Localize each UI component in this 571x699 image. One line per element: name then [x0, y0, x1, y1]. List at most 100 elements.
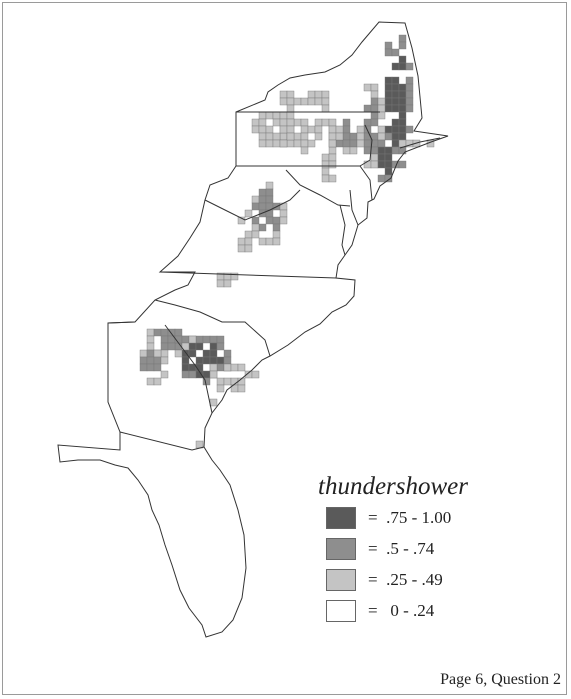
grid-cell: [342, 118, 351, 127]
grid-cell: [272, 237, 281, 246]
grid-cell: [398, 132, 407, 141]
grid-cell: [258, 111, 267, 120]
grid-cell: [202, 370, 211, 379]
grid-cell: [384, 48, 393, 57]
grid-cell: [398, 34, 407, 43]
grid-cell: [293, 132, 302, 141]
grid-cell: [293, 118, 302, 127]
grid-cell: [181, 370, 190, 379]
grid-cell: [272, 230, 281, 239]
grid-cell: [265, 181, 274, 190]
grid-cell: [258, 223, 267, 232]
legend-row-high: = .75 - 1.00: [318, 507, 518, 529]
grid-cell: [286, 118, 295, 127]
grid-cell: [223, 356, 232, 365]
grid-cell: [342, 125, 351, 134]
grid-cell: [307, 125, 316, 134]
delmarva: [349, 189, 359, 226]
grid-cell: [286, 125, 295, 134]
grid-cell: [216, 335, 225, 344]
grid-cell: [405, 76, 414, 85]
grid-cell: [370, 153, 379, 162]
grid-cell: [405, 104, 414, 113]
grid-cell: [153, 356, 162, 365]
grid-cell: [363, 83, 372, 92]
grid-cell: [265, 216, 274, 225]
grid-cell: [286, 111, 295, 120]
grid-cell: [272, 216, 281, 225]
grid-cell: [335, 132, 344, 141]
grid-cell: [300, 125, 309, 134]
nc-sc-border: [154, 299, 271, 357]
grid-cell: [384, 146, 393, 155]
grid-cell: [251, 202, 260, 211]
grid-cell: [286, 104, 295, 113]
grid-cell: [391, 132, 400, 141]
grid-cell: [251, 195, 260, 204]
grid-cell: [160, 370, 169, 379]
grid-cell: [398, 104, 407, 113]
grid-cell: [244, 237, 253, 246]
thundershower-grid-cells: [139, 34, 435, 449]
grid-cell: [146, 363, 155, 372]
grid-cell: [314, 90, 323, 99]
grid-cell: [272, 118, 281, 127]
grid-cell: [342, 139, 351, 148]
grid-cell: [230, 272, 239, 281]
grid-cell: [377, 111, 386, 120]
grid-cell: [153, 377, 162, 386]
grid-cell: [370, 90, 379, 99]
grid-cell: [349, 132, 358, 141]
grid-cell: [356, 139, 365, 148]
grid-cell: [391, 76, 400, 85]
grid-cell: [188, 342, 197, 351]
grid-cell: [321, 104, 330, 113]
grid-cell: [237, 237, 246, 246]
grid-cell: [244, 230, 253, 239]
grid-cell: [251, 125, 260, 134]
grid-cell: [251, 370, 260, 379]
grid-cell: [279, 111, 288, 120]
grid-cell: [146, 335, 155, 344]
grid-cell: [146, 328, 155, 337]
grid-cell: [139, 363, 148, 372]
grid-cell: [237, 244, 246, 253]
grid-cell: [265, 132, 274, 141]
grid-cell: [258, 195, 267, 204]
grid-cell: [209, 349, 218, 358]
grid-cell: [377, 125, 386, 134]
grid-cell: [279, 209, 288, 218]
state-outlines: [57, 21, 449, 638]
grid-cell: [342, 132, 351, 141]
grid-cell: [321, 174, 330, 183]
grid-cell: [160, 335, 169, 344]
chesapeake: [339, 204, 346, 256]
legend-row-mid-low: = .25 - .49: [318, 569, 518, 591]
grid-cell: [370, 111, 379, 120]
grid-cell: [160, 342, 169, 351]
grid-cell: [279, 125, 288, 134]
grid-cell: [146, 356, 155, 365]
grid-cell: [398, 90, 407, 99]
grid-cell: [202, 349, 211, 358]
grid-cell: [209, 363, 218, 372]
grid-cell: [223, 279, 232, 288]
grid-cell: [209, 335, 218, 344]
grid-cell: [272, 132, 281, 141]
grid-cell: [356, 125, 365, 134]
grid-cell: [216, 356, 225, 365]
grid-cell: [398, 118, 407, 127]
grid-cell: [391, 139, 400, 148]
grid-cell: [307, 139, 316, 148]
grid-cell: [237, 363, 246, 372]
grid-cell: [398, 139, 407, 148]
grid-cell: [265, 125, 274, 134]
grid-cell: [181, 363, 190, 372]
grid-cell: [370, 83, 379, 92]
grid-cell: [279, 90, 288, 99]
grid-cell: [398, 41, 407, 50]
legend-row-low: = 0 - .24: [318, 600, 518, 622]
grid-cell: [377, 132, 386, 141]
grid-cell: [153, 328, 162, 337]
grid-cell: [384, 132, 393, 141]
